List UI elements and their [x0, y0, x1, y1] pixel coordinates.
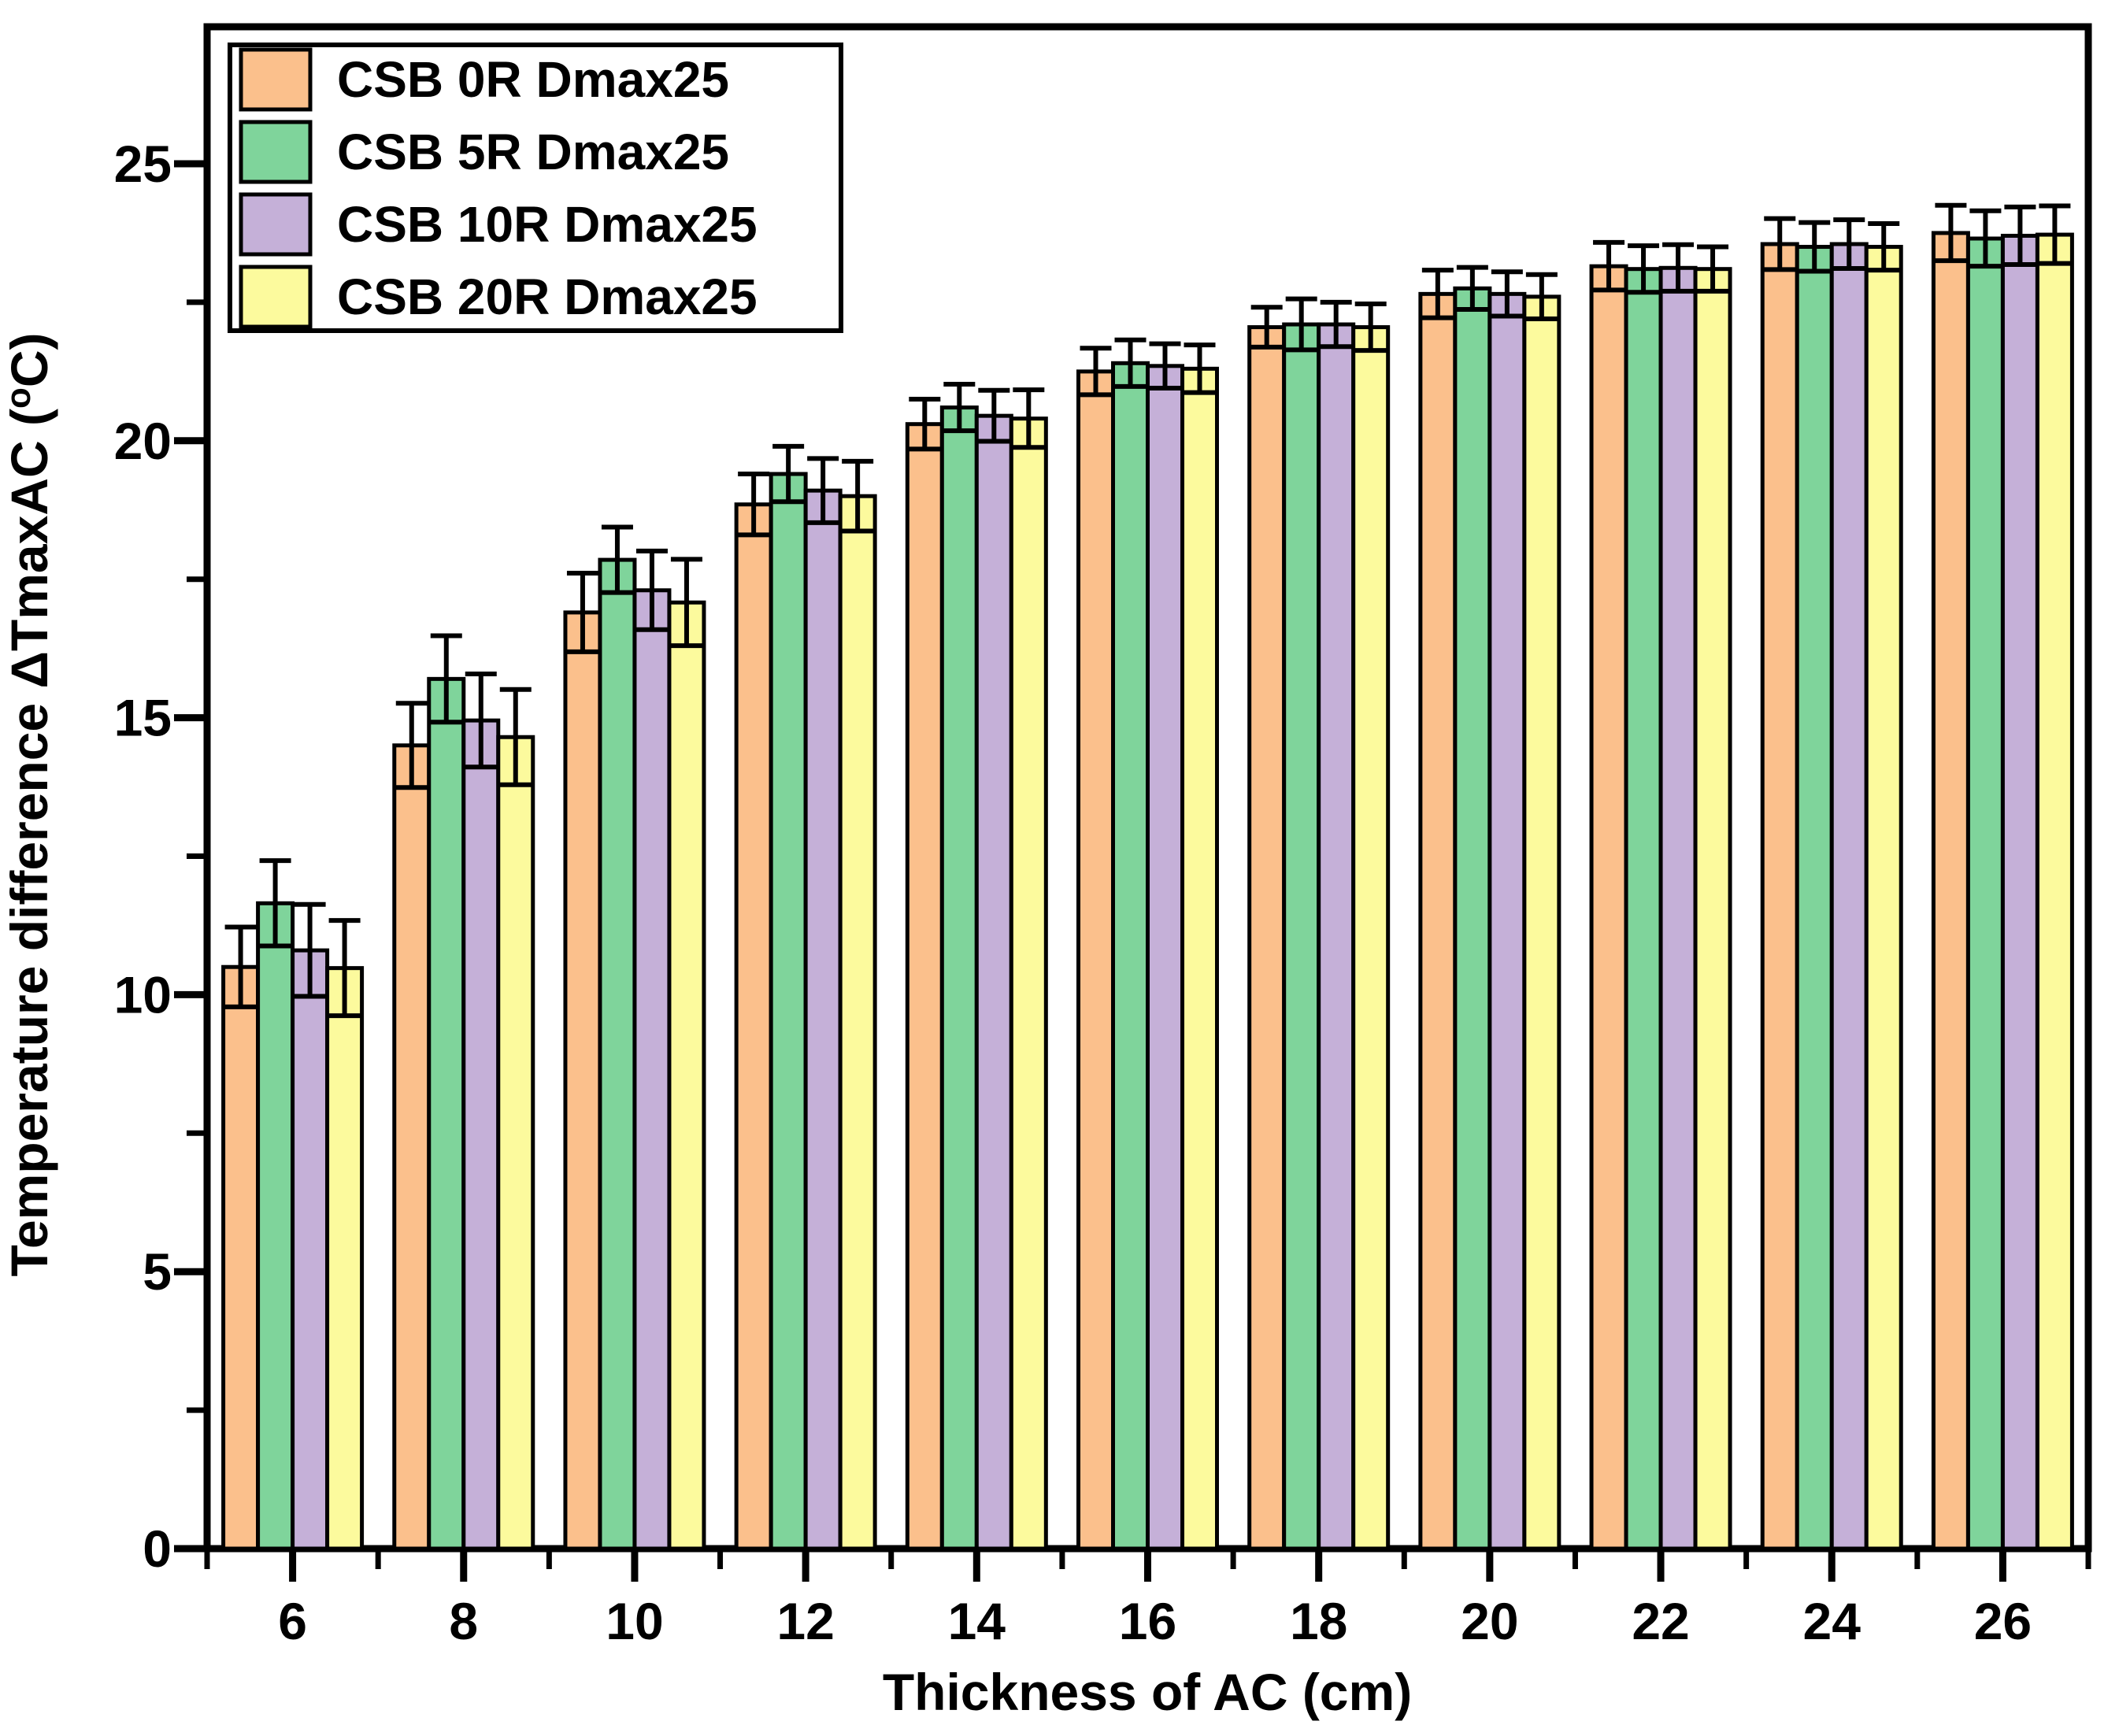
y-tick-label: 0	[143, 1519, 172, 1578]
bar-CSB-10R-Dmax25-x12	[803, 488, 843, 1551]
bar-CSB-10R-Dmax25-x6	[291, 948, 330, 1551]
legend-swatch-CSB-10R-Dmax25	[239, 192, 313, 257]
bar-CSB-10R-Dmax25-x22	[1658, 265, 1698, 1551]
bar-CSB-20R-Dmax25-x6	[325, 966, 365, 1551]
x-tick-label: 24	[1803, 1592, 1862, 1650]
y-tick-label: 10	[114, 965, 172, 1023]
bar-CSB-20R-Dmax25-x8	[496, 735, 535, 1551]
y-axis-title: Temperature difference ΔTmaxAC (oC)	[0, 332, 58, 1276]
bar-CSB-10R-Dmax25-x16	[1146, 364, 1184, 1551]
bar-CSB-0R-Dmax25-x12	[734, 502, 773, 1551]
x-tick-label: 20	[1461, 1592, 1518, 1650]
x-tick-label: 16	[1119, 1592, 1176, 1650]
tick-labels-layer: 0 5 10 15 20 25 6 8 10 12 14 16 18 20 22 24 26	[114, 135, 2032, 1650]
y-axis-title-superscript: o	[0, 387, 38, 409]
legend-swatch-CSB-20R-Dmax25	[239, 265, 313, 329]
x-tick-label: 8	[449, 1592, 478, 1650]
legend-swatch-CSB-5R-Dmax25	[239, 120, 313, 184]
ticks-layer	[174, 160, 2091, 1582]
bar-CSB-20R-Dmax25-x24	[1864, 245, 1903, 1551]
legend-label: CSB 10R Dmax25	[337, 196, 758, 253]
x-tick-label: 6	[278, 1592, 307, 1650]
bar-CSB-0R-Dmax25-x22	[1589, 264, 1628, 1551]
bar-CSB-20R-Dmax25-x18	[1351, 325, 1391, 1551]
bar-CSB-0R-Dmax25-x18	[1247, 325, 1287, 1551]
bar-CSB-0R-Dmax25-x20	[1418, 291, 1458, 1551]
bar-CSB-5R-Dmax25-x14	[939, 405, 979, 1551]
legend-label: CSB 0R Dmax25	[337, 51, 729, 108]
bar-CSB-5R-Dmax25-x24	[1795, 245, 1834, 1551]
bar-CSB-20R-Dmax25-x14	[1009, 416, 1048, 1551]
y-axis-title-end: C)	[0, 332, 58, 387]
x-tick-label: 26	[1974, 1592, 2032, 1650]
bar-CSB-5R-Dmax25-x12	[769, 472, 808, 1551]
bar-CSB-20R-Dmax25-x12	[838, 494, 877, 1551]
bar-CSB-10R-Dmax25-x24	[1829, 242, 1869, 1551]
bar-CSB-10R-Dmax25-x14	[974, 413, 1013, 1551]
y-tick-label: 25	[114, 135, 172, 193]
x-tick-label: 10	[606, 1592, 663, 1650]
bar-CSB-10R-Dmax25-x18	[1317, 322, 1356, 1551]
error-bars-layer	[224, 202, 2071, 1019]
bar-CSB-5R-Dmax25-x22	[1624, 267, 1663, 1551]
x-axis-title: Thickness of AC (cm)	[883, 1663, 1412, 1721]
legend-label: CSB 20R Dmax25	[337, 268, 758, 325]
bar-CSB-20R-Dmax25-x16	[1180, 366, 1219, 1551]
y-tick-label: 20	[114, 412, 172, 470]
legend-box	[228, 43, 843, 333]
bar-CSB-0R-Dmax25-x10	[563, 610, 602, 1551]
legend: CSB 0R Dmax25 CSB 5R Dmax25 CSB 10R Dmax25…	[228, 43, 843, 333]
bar-CSB-5R-Dmax25-x6	[256, 901, 295, 1551]
bar-CSB-0R-Dmax25-x24	[1760, 242, 1799, 1551]
bar-CSB-5R-Dmax25-x16	[1111, 361, 1150, 1551]
bar-CSB-5R-Dmax25-x8	[427, 676, 466, 1551]
y-tick-label: 15	[114, 689, 172, 747]
bar-CSB-5R-Dmax25-x26	[1965, 236, 2005, 1551]
bar-CSB-20R-Dmax25-x20	[1522, 294, 1561, 1551]
bar-CSB-0R-Dmax25-x6	[221, 964, 261, 1551]
x-tick-label: 22	[1632, 1592, 1689, 1650]
legend-label: CSB 5R Dmax25	[337, 124, 729, 180]
bar-CSB-0R-Dmax25-x8	[392, 743, 432, 1551]
bar-CSB-0R-Dmax25-x26	[1931, 231, 1970, 1551]
bar-CSB-0R-Dmax25-x16	[1076, 369, 1115, 1551]
bars-layer	[221, 231, 2074, 1551]
bar-CSB-5R-Dmax25-x20	[1453, 286, 1492, 1551]
bar-CSB-10R-Dmax25-x10	[632, 588, 672, 1551]
legend-swatch-CSB-0R-Dmax25	[239, 47, 313, 112]
y-axis-title-main: Temperature difference ΔTmaxAC (	[0, 409, 58, 1277]
y-tick-label: 5	[143, 1242, 172, 1301]
x-tick-label: 14	[948, 1592, 1006, 1650]
bar-CSB-20R-Dmax25-x10	[667, 600, 706, 1551]
bar-CSB-20R-Dmax25-x26	[2035, 232, 2074, 1551]
x-tick-label: 18	[1290, 1592, 1347, 1650]
bar-CSB-10R-Dmax25-x20	[1487, 291, 1527, 1551]
bar-CSB-5R-Dmax25-x18	[1282, 322, 1321, 1551]
bar-CSB-0R-Dmax25-x14	[905, 422, 944, 1551]
bar-CSB-10R-Dmax25-x26	[2000, 233, 2039, 1551]
bar-CSB-5R-Dmax25-x10	[598, 557, 637, 1551]
x-tick-label: 12	[776, 1592, 834, 1650]
bar-CSB-20R-Dmax25-x22	[1693, 267, 1732, 1551]
bar-CSB-10R-Dmax25-x8	[461, 718, 501, 1551]
